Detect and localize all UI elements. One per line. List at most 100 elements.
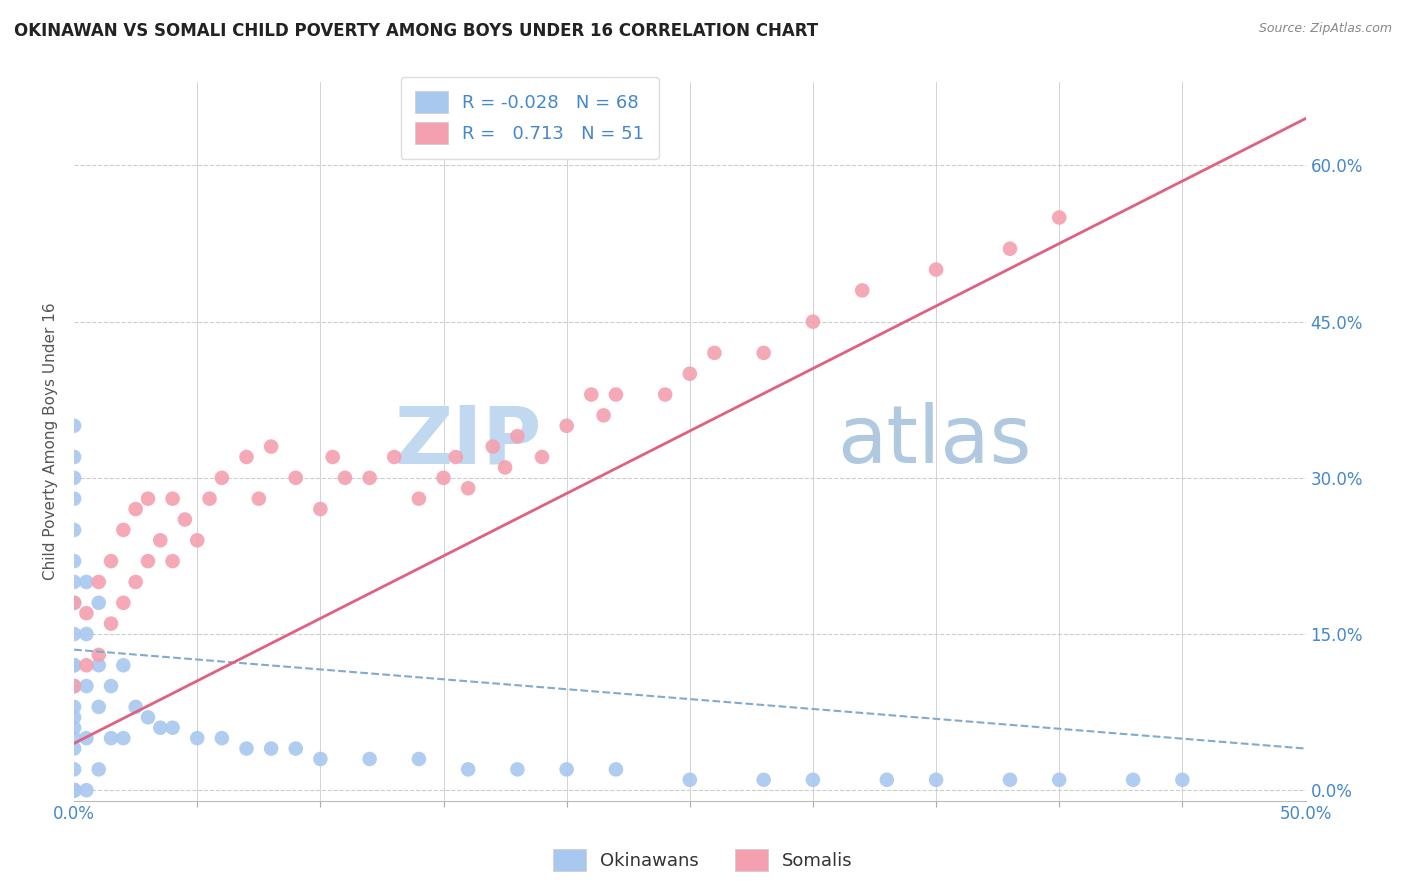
- Point: [752, 346, 775, 360]
- Point: [801, 772, 824, 787]
- Point: [162, 491, 184, 506]
- Point: [87, 763, 110, 777]
- Point: [592, 409, 614, 423]
- Point: [531, 450, 554, 464]
- Point: [444, 450, 467, 464]
- Point: [63, 679, 86, 693]
- Point: [1047, 211, 1070, 225]
- Point: [136, 491, 159, 506]
- Point: [506, 429, 529, 443]
- Point: [75, 731, 97, 746]
- Point: [654, 387, 676, 401]
- Point: [63, 554, 86, 568]
- Point: [112, 731, 135, 746]
- Point: [432, 471, 454, 485]
- Point: [136, 710, 159, 724]
- Point: [63, 574, 86, 589]
- Point: [63, 627, 86, 641]
- Point: [112, 658, 135, 673]
- Point: [408, 752, 430, 766]
- Point: [63, 741, 86, 756]
- Point: [63, 783, 86, 797]
- Point: [63, 658, 86, 673]
- Point: [75, 627, 97, 641]
- Point: [87, 648, 110, 662]
- Point: [124, 502, 146, 516]
- Point: [260, 741, 283, 756]
- Point: [63, 679, 86, 693]
- Point: [555, 418, 578, 433]
- Point: [63, 471, 86, 485]
- Point: [605, 387, 627, 401]
- Point: [925, 262, 948, 277]
- Point: [481, 440, 503, 454]
- Point: [63, 450, 86, 464]
- Point: [605, 763, 627, 777]
- Point: [322, 450, 344, 464]
- Point: [162, 554, 184, 568]
- Point: [75, 679, 97, 693]
- Point: [211, 471, 233, 485]
- Point: [63, 710, 86, 724]
- Point: [63, 596, 86, 610]
- Point: [457, 481, 479, 495]
- Point: [359, 471, 381, 485]
- Point: [63, 763, 86, 777]
- Point: [925, 772, 948, 787]
- Point: [679, 367, 702, 381]
- Point: [87, 596, 110, 610]
- Point: [235, 741, 257, 756]
- Point: [63, 783, 86, 797]
- Point: [63, 679, 86, 693]
- Point: [63, 658, 86, 673]
- Point: [1122, 772, 1144, 787]
- Point: [801, 315, 824, 329]
- Point: [309, 502, 332, 516]
- Point: [149, 533, 172, 548]
- Point: [75, 574, 97, 589]
- Point: [359, 752, 381, 766]
- Point: [198, 491, 221, 506]
- Point: [333, 471, 356, 485]
- Point: [112, 523, 135, 537]
- Point: [174, 512, 197, 526]
- Point: [382, 450, 405, 464]
- Point: [63, 699, 86, 714]
- Point: [87, 658, 110, 673]
- Point: [149, 721, 172, 735]
- Point: [63, 783, 86, 797]
- Point: [63, 721, 86, 735]
- Point: [876, 772, 898, 787]
- Legend: R = -0.028   N = 68, R =   0.713   N = 51: R = -0.028 N = 68, R = 0.713 N = 51: [401, 77, 658, 159]
- Point: [87, 699, 110, 714]
- Text: Source: ZipAtlas.com: Source: ZipAtlas.com: [1258, 22, 1392, 36]
- Point: [260, 440, 283, 454]
- Point: [752, 772, 775, 787]
- Point: [247, 491, 270, 506]
- Point: [100, 731, 122, 746]
- Point: [75, 783, 97, 797]
- Point: [211, 731, 233, 746]
- Text: ZIP: ZIP: [395, 402, 543, 481]
- Point: [112, 596, 135, 610]
- Point: [186, 533, 208, 548]
- Point: [63, 783, 86, 797]
- Point: [1171, 772, 1194, 787]
- Point: [63, 783, 86, 797]
- Text: atlas: atlas: [838, 402, 1032, 481]
- Point: [494, 460, 516, 475]
- Point: [63, 783, 86, 797]
- Point: [75, 658, 97, 673]
- Point: [100, 679, 122, 693]
- Point: [998, 242, 1021, 256]
- Point: [136, 554, 159, 568]
- Point: [309, 752, 332, 766]
- Point: [162, 721, 184, 735]
- Point: [63, 418, 86, 433]
- Point: [408, 491, 430, 506]
- Point: [63, 783, 86, 797]
- Point: [555, 763, 578, 777]
- Text: OKINAWAN VS SOMALI CHILD POVERTY AMONG BOYS UNDER 16 CORRELATION CHART: OKINAWAN VS SOMALI CHILD POVERTY AMONG B…: [14, 22, 818, 40]
- Point: [581, 387, 603, 401]
- Point: [998, 772, 1021, 787]
